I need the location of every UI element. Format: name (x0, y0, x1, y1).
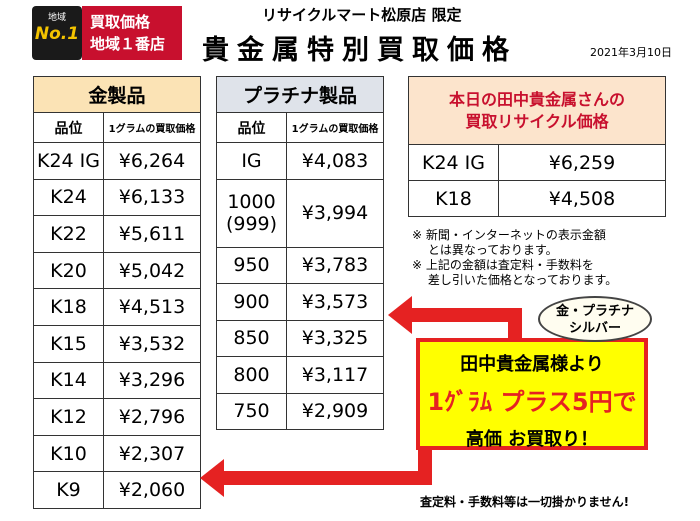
grade-cell: K18 (33, 288, 104, 326)
grade-cell: K22 (33, 215, 104, 253)
price-cell: ¥3,296 (103, 361, 201, 400)
grade-cell: 1000 (999) (216, 178, 287, 248)
badge-small: 地域 (47, 13, 66, 23)
badge-number: No.1 (34, 24, 80, 44)
price-cell: ¥4,083 (286, 142, 384, 180)
price-cell: ¥2,909 (286, 392, 384, 430)
table-row: 950 ¥3,783 (216, 246, 384, 284)
table-row: K9 ¥2,060 (33, 471, 201, 509)
table-row: K20 ¥5,042 (33, 251, 201, 290)
grade-cell: 850 (216, 319, 287, 357)
grade-cell: K18 (408, 180, 499, 217)
callout-line3: 高価 お買取り！ (465, 429, 599, 450)
tanaka-title-line2: 買取リサイクル価格 (465, 111, 609, 131)
platinum-col-price: 1グラムの買取価格 (286, 112, 384, 143)
price-cell: ¥2,796 (103, 398, 201, 436)
arrow-head-gold (200, 459, 224, 497)
price-cell: ¥3,573 (286, 283, 384, 321)
price-cell: ¥2,307 (103, 434, 201, 473)
price-cell: ¥3,783 (286, 246, 384, 284)
arrow-to-platinum (408, 308, 522, 322)
bonus-callout: 田中貴金属様より 1ｸﾞﾗﾑ プラス5円で 高価 お買取り！ (416, 338, 648, 450)
bubble-line1: 金・プラチナ (555, 304, 634, 319)
badge-line1: 買取価格 (90, 13, 151, 31)
price-cell: ¥5,042 (103, 251, 201, 290)
table-row: K24 ¥6,133 (33, 178, 201, 217)
platinum-title: プラチナ製品 (216, 76, 384, 113)
no1-emblem: 地域 No.1 (32, 6, 82, 60)
arrow-to-platinum-vertical (508, 308, 522, 342)
note-line: ※ 新聞・インターネットの表示金額 (412, 228, 606, 242)
grade-cell: K24 (33, 178, 104, 217)
price-cell: ¥5,611 (103, 215, 201, 253)
table-row: K24 IG ¥6,259 (408, 144, 666, 181)
gold-price-table: 金製品 品位 1グラムの買取価格 K24 IG ¥6,264 K24 ¥6,133 … (33, 76, 201, 509)
table-row: 900 ¥3,573 (216, 283, 384, 321)
grade-cell: 750 (216, 392, 287, 430)
grade-cell: K14 (33, 361, 104, 400)
price-cell: ¥3,532 (103, 324, 201, 363)
table-row: K18 ¥4,513 (33, 288, 201, 326)
ranking-badge: 地域 No.1 買取価格 地域１番店 (32, 6, 182, 60)
table-row: 850 ¥3,325 (216, 319, 384, 357)
arrow-to-gold-horizontal (222, 471, 432, 485)
store-name: リサイクルマート松原店 限定 (262, 6, 462, 24)
price-cell: ¥3,994 (286, 178, 384, 248)
table-row: 1000 (999) ¥3,994 (216, 178, 384, 248)
note-line: ※ 上記の金額は査定料・手数料を (412, 258, 594, 272)
tanaka-price-table: 本日の田中貴金属さんの 買取リサイクル価格 K24 IG ¥6,259 K18 ¥4… (408, 76, 666, 217)
table-row: K15 ¥3,532 (33, 324, 201, 363)
price-cell: ¥6,259 (498, 144, 666, 181)
table-row: K12 ¥2,796 (33, 398, 201, 436)
grade-cell: K20 (33, 251, 104, 290)
gold-col-grade: 品位 (33, 112, 104, 143)
table-row: IG ¥4,083 (216, 142, 384, 180)
table-row: 800 ¥3,117 (216, 356, 384, 394)
price-cell: ¥4,508 (498, 180, 666, 217)
gold-col-price: 1グラムの買取価格 (103, 112, 201, 143)
date-label: 2021年3月10日 (590, 46, 672, 59)
grade-cell: IG (216, 142, 287, 180)
page-title: 貴金属特別買取価格 (202, 35, 517, 66)
metals-bubble: 金・プラチナ シルバー (538, 296, 652, 342)
price-cell: ¥3,117 (286, 356, 384, 394)
platinum-col-grade: 品位 (216, 112, 287, 143)
badge-text: 買取価格 地域１番店 (82, 6, 182, 60)
gold-title: 金製品 (33, 76, 201, 113)
grade-cell: K24 IG (408, 144, 499, 181)
price-cell: ¥4,513 (103, 288, 201, 326)
table-row: 750 ¥2,909 (216, 392, 384, 430)
note-line: 差し引いた価格となっております。 (412, 273, 618, 287)
tanaka-title: 本日の田中貴金属さんの 買取リサイクル価格 (408, 76, 666, 145)
table-row: K18 ¥4,508 (408, 180, 666, 217)
footer-note: 査定料・手数料等は一切掛かりません! (420, 495, 630, 509)
table-row: K22 ¥5,611 (33, 215, 201, 253)
table-row: K10 ¥2,307 (33, 434, 201, 473)
badge-line2: 地域１番店 (90, 35, 166, 53)
platinum-price-table: プラチナ製品 品位 1グラムの買取価格 IG ¥4,083 1000 (999) ¥… (216, 76, 384, 430)
callout-line1: 田中貴金属様より (460, 354, 604, 375)
grade-cell: 800 (216, 356, 287, 394)
price-cell: ¥6,264 (103, 142, 201, 180)
price-cell: ¥6,133 (103, 178, 201, 217)
grade-cell: K12 (33, 398, 104, 436)
price-cell: ¥3,325 (286, 319, 384, 357)
grade-cell: K15 (33, 324, 104, 363)
grade-cell: K9 (33, 471, 104, 509)
tanaka-title-line1: 本日の田中貴金属さんの (448, 89, 625, 109)
callout-line2: 1ｸﾞﾗﾑ プラス5円で (427, 388, 637, 416)
table-row: K24 IG ¥6,264 (33, 142, 201, 180)
arrow-head-platinum (388, 296, 412, 334)
table-row: K14 ¥3,296 (33, 361, 201, 400)
grade-cell: K10 (33, 434, 104, 473)
grade-cell: 950 (216, 246, 287, 284)
grade-cell: 900 (216, 283, 287, 321)
price-cell: ¥2,060 (103, 471, 201, 509)
grade-cell: K24 IG (33, 142, 104, 180)
bubble-line2: シルバー (568, 321, 621, 336)
note-line: とは異なっております。 (412, 243, 558, 257)
